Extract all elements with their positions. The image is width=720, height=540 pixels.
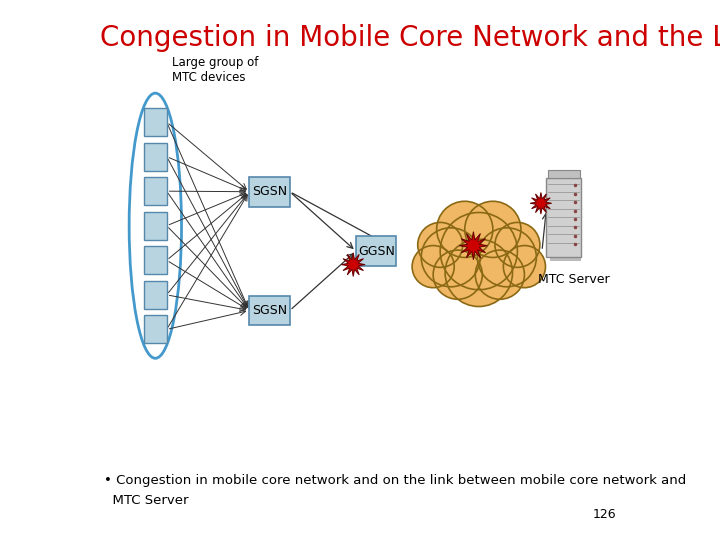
FancyBboxPatch shape [144,315,167,343]
Circle shape [433,250,482,299]
FancyBboxPatch shape [249,177,289,206]
Polygon shape [459,232,487,260]
Polygon shape [530,192,552,214]
Text: 126: 126 [593,508,616,521]
Circle shape [495,222,540,267]
FancyBboxPatch shape [249,295,289,325]
Text: Large group of
MTC devices: Large group of MTC devices [171,56,258,84]
Circle shape [465,201,521,258]
Text: SGSN: SGSN [252,185,287,198]
Circle shape [477,228,536,287]
Circle shape [440,212,518,289]
FancyBboxPatch shape [546,178,582,256]
Circle shape [418,222,463,267]
Text: MTC Server: MTC Server [538,273,609,286]
Circle shape [421,228,480,287]
Polygon shape [341,253,365,276]
Circle shape [445,239,513,307]
Text: MTC Server: MTC Server [104,494,188,507]
Circle shape [503,246,546,288]
FancyBboxPatch shape [548,170,580,178]
FancyBboxPatch shape [144,212,167,240]
Circle shape [412,246,454,288]
Circle shape [475,250,524,299]
FancyBboxPatch shape [549,256,582,261]
Text: • Congestion in mobile core network and on the link between mobile core network : • Congestion in mobile core network and … [104,474,685,487]
FancyBboxPatch shape [144,246,167,274]
FancyBboxPatch shape [144,281,167,309]
Text: SGSN: SGSN [252,304,287,317]
FancyBboxPatch shape [356,237,397,266]
FancyBboxPatch shape [144,108,167,136]
FancyBboxPatch shape [144,143,167,171]
Circle shape [436,201,492,258]
Text: GGSN: GGSN [358,245,395,258]
Text: Congestion in Mobile Core Network and the Link: Congestion in Mobile Core Network and th… [99,24,720,52]
FancyBboxPatch shape [144,177,167,205]
